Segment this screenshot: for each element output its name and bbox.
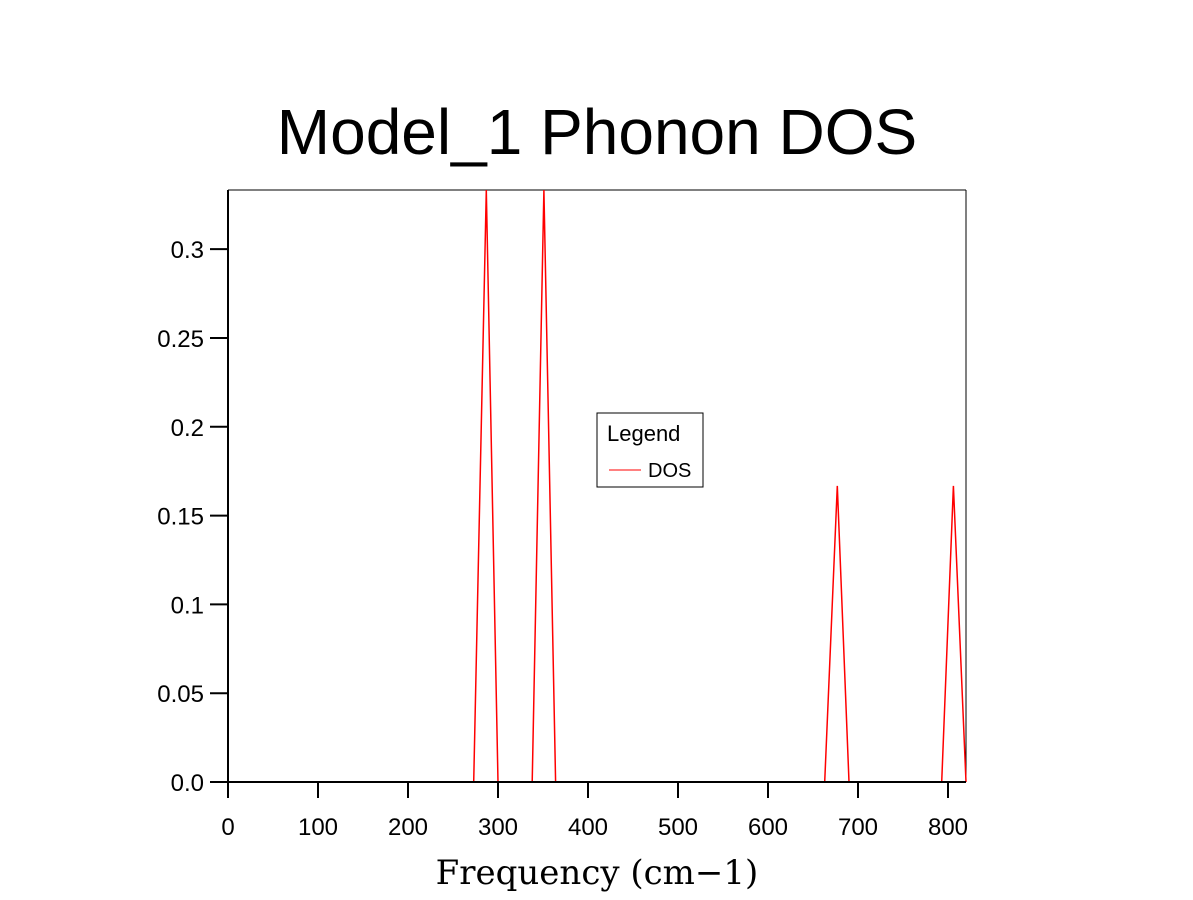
x-axis: 0 100 200 300 400 500 600 700 800 (221, 781, 968, 841)
x-tick-label: 200 (388, 814, 428, 841)
x-tick-label: 100 (298, 814, 338, 841)
x-tick-label: 600 (748, 814, 788, 841)
x-axis-label: Frequency (cm−1) (436, 853, 759, 893)
y-tick-label: 0.05 (157, 681, 204, 708)
y-tick-label: 0.0 (171, 770, 204, 797)
plot-frame (228, 189, 967, 782)
legend-entry-dos: DOS (648, 460, 691, 482)
y-tick-label: 0.3 (171, 237, 204, 264)
legend: Legend DOS (596, 412, 704, 488)
legend-title: Legend (607, 421, 680, 446)
y-tick-label: 0.1 (171, 592, 204, 619)
legend-box (596, 412, 704, 488)
y-tick-label: 0.25 (157, 326, 204, 353)
y-axis: 0.0 0.05 0.1 0.15 0.2 0.25 0.3 (157, 190, 229, 797)
x-tick-label: 400 (568, 814, 608, 841)
y-tick-label: 0.2 (171, 415, 204, 442)
y-tick-label: 0.15 (157, 504, 204, 531)
x-tick-label: 0 (221, 814, 234, 841)
x-tick-label: 300 (478, 814, 518, 841)
x-tick-label: 700 (838, 814, 878, 841)
x-tick-label: 800 (928, 814, 968, 841)
chart-title: Model_1 Phonon DOS (277, 96, 917, 168)
x-tick-label: 500 (658, 814, 698, 841)
